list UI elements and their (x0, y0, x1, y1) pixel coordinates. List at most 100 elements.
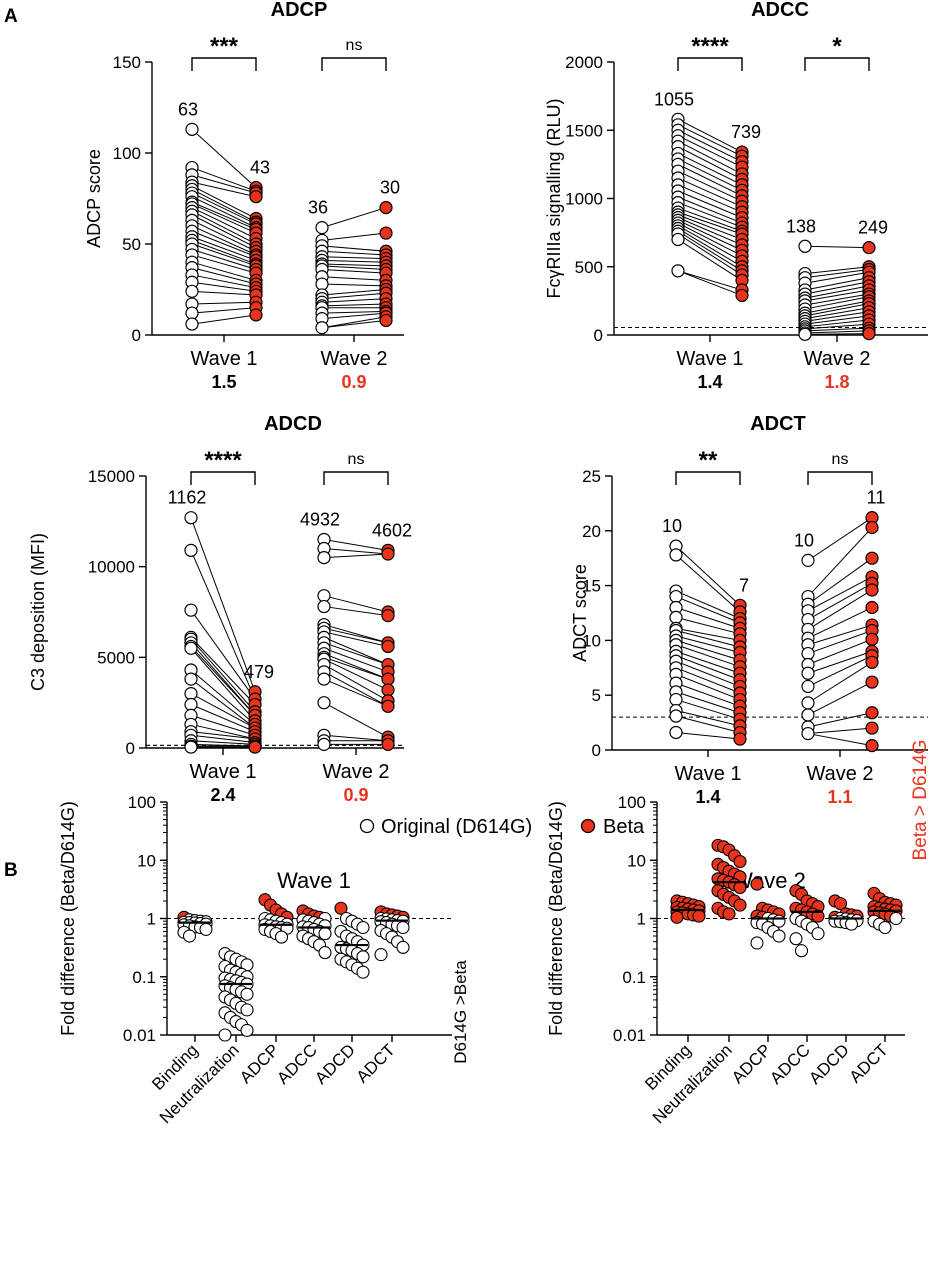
point-original (669, 709, 683, 723)
pair-line (677, 214, 743, 240)
chart-title: Wave 1 (277, 868, 351, 893)
pair-line (191, 201, 257, 230)
x-tick-label: Wave 1 (676, 348, 743, 370)
legend-beta-marker (580, 818, 596, 834)
chart-fold-wave-1: Wave 1 0.01 0.1 1 10 100 Fold difference (Beta… (58, 793, 470, 1127)
y-tick-label: 0 (592, 741, 601, 760)
fold-point (878, 920, 892, 935)
pair-line (191, 314, 257, 325)
pair-line (807, 630, 873, 655)
x-tick-label: Wave 2 (803, 348, 870, 370)
fold-label: 1.4 (697, 372, 722, 392)
x-tick-label: ADCP (236, 1040, 283, 1087)
side-annotation: Beta > D614G (910, 740, 931, 861)
point-beta (381, 699, 395, 713)
legend-original-label: Original (D614G) (381, 816, 532, 838)
pair-line (677, 146, 743, 180)
x-tick-label: ADCC (273, 1040, 320, 1087)
point-original (798, 327, 812, 341)
pair-line (675, 639, 741, 661)
pair-line (190, 669, 256, 725)
pair-line (190, 638, 256, 713)
pair-line (807, 733, 873, 747)
pair-line (807, 661, 873, 704)
y-tick-label: 0 (132, 326, 141, 345)
side-annotation: D614G >Beta (451, 960, 470, 1064)
x-tick-label: Wave 2 (320, 348, 387, 370)
fold-label: 2.4 (210, 785, 235, 805)
point-original (184, 511, 198, 525)
y-tick-label: 1500 (565, 121, 603, 140)
y-tick-label: 5000 (97, 648, 135, 667)
point-beta (381, 683, 395, 697)
pair-line (675, 630, 741, 648)
pair-line (675, 715, 741, 733)
fold-point (811, 927, 825, 941)
point-original (317, 599, 331, 614)
median-label-original: 1162 (168, 488, 207, 508)
y-tick-label: 10 (582, 631, 601, 650)
point-beta (865, 739, 879, 753)
point-original (801, 726, 815, 741)
significance-bracket (321, 57, 387, 71)
significance-label: **** (204, 447, 242, 474)
pair-line (323, 595, 389, 613)
pair-line (321, 263, 387, 267)
fold-point (670, 910, 684, 924)
point-beta (381, 609, 395, 623)
point-original (669, 548, 683, 562)
fold-point (240, 1003, 254, 1017)
point-original (184, 672, 198, 686)
point-original (317, 672, 331, 686)
y-axis-label: ADCP score (84, 149, 104, 248)
pair-line (191, 210, 257, 245)
pair-line (321, 292, 387, 300)
pair-line (677, 118, 743, 153)
y-tick-label: 1000 (565, 190, 603, 209)
pair-line (190, 723, 256, 740)
significance-bracket (675, 471, 741, 485)
pair-line (675, 644, 741, 668)
pair-line (323, 656, 389, 680)
y-tick-label: 15000 (88, 467, 135, 486)
x-tick-label: ADCD (805, 1040, 852, 1087)
pair-line (323, 553, 389, 559)
y-axis-label: Fold difference (Beta/D614G) (546, 801, 566, 1036)
pair-line (677, 233, 743, 276)
pair-line (677, 270, 743, 296)
pair-line (677, 222, 743, 257)
pair-line (807, 650, 873, 674)
fold-point (811, 909, 825, 923)
pair-line (191, 128, 257, 188)
y-tick-label: 150 (113, 53, 141, 72)
pair-line (677, 124, 743, 157)
point-original (669, 725, 683, 740)
y-axis-label: ADCT score (570, 564, 590, 662)
y-tick-label: 15 (582, 577, 601, 596)
pair-line (190, 647, 256, 722)
point-original (801, 696, 815, 710)
pair-line (675, 635, 741, 653)
pair-line (190, 734, 256, 744)
pair-line (190, 517, 256, 692)
pair-line (677, 217, 743, 246)
pair-line (804, 323, 870, 330)
point-original (801, 708, 815, 722)
point-beta (865, 675, 879, 689)
pair-line (807, 517, 873, 561)
median-label-original: 63 (178, 99, 198, 119)
point-original (669, 589, 683, 604)
y-tick-label: 1 (637, 910, 646, 929)
median-label-original: 10 (662, 516, 682, 536)
pair-line (807, 589, 873, 630)
y-tick-label: 500 (575, 258, 603, 277)
x-tick-label: Wave 1 (189, 761, 256, 783)
pair-line (677, 225, 743, 262)
point-original (801, 666, 815, 680)
pair-line (804, 293, 870, 306)
pair-line (321, 298, 387, 303)
y-tick-label: 1 (147, 910, 156, 929)
pair-line (677, 135, 743, 168)
